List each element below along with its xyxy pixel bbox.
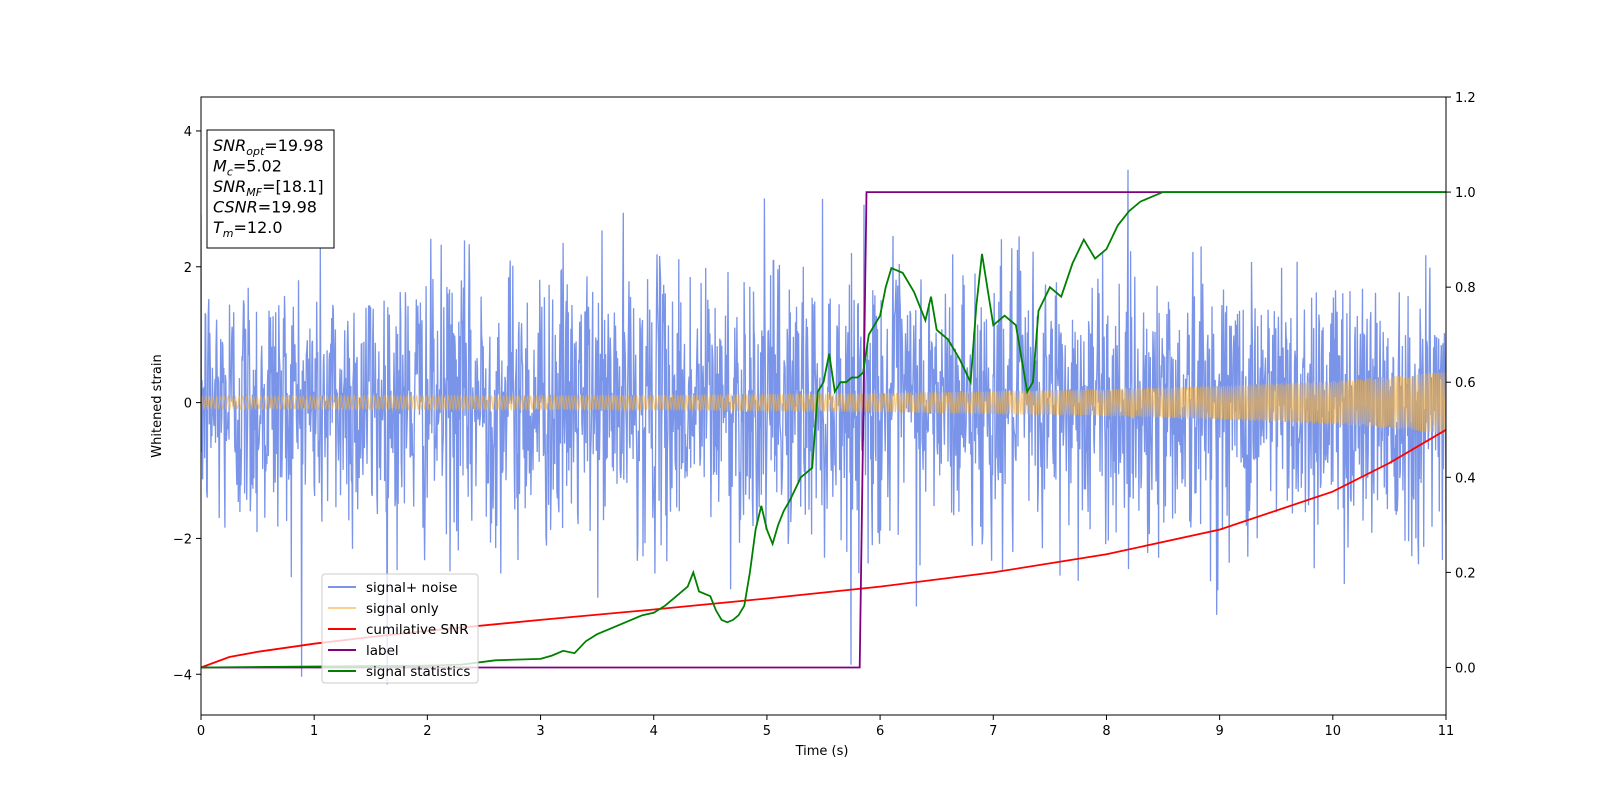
left-y-tick-label: 4 [184, 125, 192, 140]
legend-label: signal+ noise [366, 580, 457, 596]
legend-label: cumilative SNR [366, 622, 469, 638]
x-tick-label: 11 [1438, 724, 1455, 739]
legend-frame [321, 573, 479, 684]
x-axis-ticks: 0 1 2 3 4 5 6 7 8 9 10 11 [197, 715, 1454, 739]
right-y-tick-label: 0.8 [1455, 281, 1476, 296]
left-y-axis-ticks: −4 −2 0 2 4 [173, 125, 201, 683]
x-tick-label: 6 [876, 724, 884, 739]
annotation-value: =19.98 [264, 136, 323, 155]
annotation-symbol: SNR [213, 177, 246, 196]
cumilative-snr-line [201, 429, 1446, 669]
left-y-tick-label: −2 [173, 532, 192, 547]
annotation-line: CSNR=19.98 [213, 198, 317, 217]
annotation-value: =5.02 [233, 157, 282, 176]
annotation-line: SNRopt=19.98 [213, 136, 324, 158]
right-y-tick-label: 1.0 [1455, 186, 1476, 201]
x-tick-label: 2 [423, 724, 431, 739]
x-tick-label: 8 [1102, 724, 1110, 739]
right-y-tick-label: 0.2 [1455, 566, 1476, 581]
x-tick-label: 4 [650, 724, 658, 739]
stats-annotation-box: SNRopt=19.98Mc=5.02SNRMF=[18.1]CSNR=19.9… [206, 129, 335, 249]
plot-area-frame [200, 96, 1447, 716]
annotation-value: =12.0 [234, 218, 283, 237]
overlay-lines [201, 191, 1446, 669]
left-y-tick-label: −4 [173, 668, 192, 683]
label-line [201, 191, 1446, 669]
right-y-tick-label: 0.0 [1455, 661, 1476, 676]
annotation-subscript: c [227, 166, 233, 179]
left-y-tick-label: 0 [184, 397, 192, 412]
right-y-tick-label: 1.2 [1455, 91, 1476, 106]
left-y-tick-label: 2 [184, 261, 192, 276]
x-axis-label: Time (s) [795, 744, 849, 759]
right-y-tick-label: 0.6 [1455, 376, 1476, 391]
annotation-symbol: CSNR [213, 198, 258, 217]
annotation-symbol: SNR [213, 136, 246, 155]
annotation-subscript: m [223, 227, 234, 240]
annotation-value: =[18.1] [262, 177, 324, 196]
signal-noise-series [201, 169, 1446, 685]
annotation-line: SNRMF=[18.1] [213, 177, 324, 199]
right-y-tick-label: 0.4 [1455, 471, 1476, 486]
signal-statistics-line [201, 191, 1446, 669]
signal-only-series [201, 372, 1446, 433]
x-tick-label: 1 [310, 724, 318, 739]
annotation-symbol: T [213, 218, 224, 237]
annotation-symbol: M [213, 157, 227, 176]
signal-only-line [201, 372, 1446, 433]
annotation-line: Mc=5.02 [213, 157, 282, 179]
x-tick-label: 3 [536, 724, 544, 739]
legend: signal+ noise signal only cumilative SNR la… [321, 573, 479, 684]
legend-label: signal statistics [366, 664, 470, 680]
annotation-frame [206, 129, 335, 249]
x-tick-label: 10 [1325, 724, 1342, 739]
x-tick-label: 0 [197, 724, 205, 739]
x-tick-label: 5 [763, 724, 771, 739]
x-tick-label: 7 [989, 724, 997, 739]
legend-label: signal only [366, 601, 439, 617]
right-y-axis-ticks: 0.0 0.2 0.4 0.6 0.8 1.0 1.2 [1446, 91, 1476, 676]
signal-noise-line [201, 169, 1446, 685]
y-axis-label: Whitened strain [150, 354, 165, 457]
annotation-subscript: MF [246, 186, 262, 199]
x-tick-label: 9 [1215, 724, 1223, 739]
legend-label: label [366, 643, 399, 659]
annotation-line: Tm=12.0 [213, 218, 283, 240]
annotation-value: =19.98 [258, 198, 317, 217]
annotation-subscript: opt [246, 145, 265, 158]
